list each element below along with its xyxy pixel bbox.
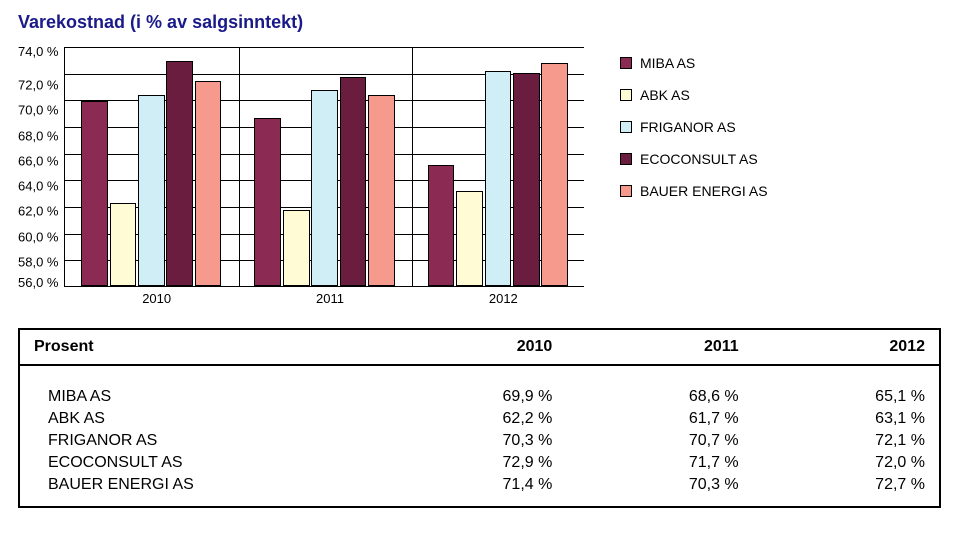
bar	[513, 73, 540, 286]
row-value: 71,4 %	[380, 474, 566, 496]
data-table: Prosent 2010 2011 2012 MIBA AS69,9 %68,6…	[18, 328, 941, 508]
bar	[254, 118, 281, 286]
y-tick-label: 70,0 %	[18, 104, 58, 117]
row-value: 72,1 %	[753, 430, 939, 452]
bar	[110, 203, 137, 286]
table-row: FRIGANOR AS70,3 %70,7 %72,1 %	[20, 430, 939, 452]
table-header-row: Prosent 2010 2011 2012	[20, 330, 939, 366]
row-value: 68,6 %	[566, 386, 752, 408]
chart-container: 74,0 % 72,0 % 70,0 % 68,0 % 66,0 % 64,0 % 62,0…	[18, 47, 941, 306]
row-value: 72,7 %	[753, 474, 939, 496]
bar	[485, 71, 512, 286]
legend-item: BAUER ENERGI AS	[620, 183, 768, 199]
row-value: 69,9 %	[380, 386, 566, 408]
table-row: MIBA AS69,9 %68,6 %65,1 %	[20, 376, 939, 408]
row-label: MIBA AS	[20, 386, 380, 408]
row-label: ECOCONSULT AS	[20, 452, 380, 474]
legend-item: ECOCONSULT AS	[620, 151, 768, 167]
bar	[195, 81, 222, 286]
y-tick-label: 68,0 %	[18, 129, 58, 142]
row-label: BAUER ENERGI AS	[20, 474, 380, 496]
bar	[541, 63, 568, 286]
y-tick-label: 56,0 %	[18, 276, 58, 289]
x-axis: 201020112012	[70, 287, 590, 306]
bar	[138, 95, 165, 286]
bar	[81, 101, 108, 286]
chart-area: 74,0 % 72,0 % 70,0 % 68,0 % 66,0 % 64,0 % 62,0…	[18, 47, 590, 306]
table-header-cell: 2010	[380, 330, 566, 364]
bar	[340, 77, 367, 286]
bar	[311, 90, 338, 286]
table-row: ABK AS62,2 %61,7 %63,1 %	[20, 408, 939, 430]
bar	[428, 165, 455, 286]
y-tick-label: 64,0 %	[18, 180, 58, 193]
bar	[283, 210, 310, 286]
row-value: 65,1 %	[753, 386, 939, 408]
y-tick-label: 72,0 %	[18, 79, 58, 92]
chart-plot: 74,0 % 72,0 % 70,0 % 68,0 % 66,0 % 64,0 % 62,0…	[18, 47, 590, 287]
row-label: FRIGANOR AS	[20, 430, 380, 452]
legend-item: FRIGANOR AS	[620, 119, 768, 135]
bar	[166, 61, 193, 286]
table-row: ECOCONSULT AS72,9 %71,7 %72,0 %	[20, 452, 939, 474]
legend-swatch	[620, 121, 632, 133]
row-value: 71,7 %	[566, 452, 752, 474]
group-separator	[239, 47, 240, 286]
row-value: 72,9 %	[380, 452, 566, 474]
legend-swatch	[620, 153, 632, 165]
y-tick-label: 62,0 %	[18, 205, 58, 218]
x-tick-label: 2012	[417, 287, 590, 306]
y-tick-label: 58,0 %	[18, 255, 58, 268]
row-value: 62,2 %	[380, 408, 566, 430]
page-title: Varekostnad (i % av salgsinntekt)	[18, 12, 941, 33]
x-tick-label: 2010	[70, 287, 243, 306]
legend-label: BAUER ENERGI AS	[640, 183, 768, 199]
row-value: 70,3 %	[380, 430, 566, 452]
table-header-cell: 2012	[753, 330, 939, 364]
table-body: MIBA AS69,9 %68,6 %65,1 %ABK AS62,2 %61,…	[20, 366, 939, 506]
plot-area	[64, 47, 584, 287]
table-row: BAUER ENERGI AS71,4 %70,3 %72,7 %	[20, 474, 939, 496]
row-value: 70,7 %	[566, 430, 752, 452]
gridline	[65, 47, 584, 48]
y-tick-label: 74,0 %	[18, 45, 58, 58]
x-tick-label: 2011	[243, 287, 416, 306]
legend-swatch	[620, 185, 632, 197]
y-axis: 74,0 % 72,0 % 70,0 % 68,0 % 66,0 % 64,0 % 62,0…	[18, 47, 64, 287]
legend-label: FRIGANOR AS	[640, 119, 736, 135]
row-value: 63,1 %	[753, 408, 939, 430]
row-label: ABK AS	[20, 408, 380, 430]
bar	[456, 191, 483, 286]
legend: MIBA AS ABK AS FRIGANOR AS ECOCONSULT AS BAU…	[620, 47, 768, 215]
row-value: 61,7 %	[566, 408, 752, 430]
row-value: 72,0 %	[753, 452, 939, 474]
legend-item: ABK AS	[620, 87, 768, 103]
y-tick-label: 66,0 %	[18, 154, 58, 167]
y-tick-label: 60,0 %	[18, 230, 58, 243]
legend-label: MIBA AS	[640, 55, 695, 71]
row-value: 70,3 %	[566, 474, 752, 496]
legend-swatch	[620, 57, 632, 69]
table-header-cell: 2011	[566, 330, 752, 364]
bar	[368, 95, 395, 286]
legend-item: MIBA AS	[620, 55, 768, 71]
table-header-cell: Prosent	[20, 330, 380, 364]
group-separator	[412, 47, 413, 286]
legend-label: ABK AS	[640, 87, 690, 103]
legend-swatch	[620, 89, 632, 101]
legend-label: ECOCONSULT AS	[640, 151, 758, 167]
